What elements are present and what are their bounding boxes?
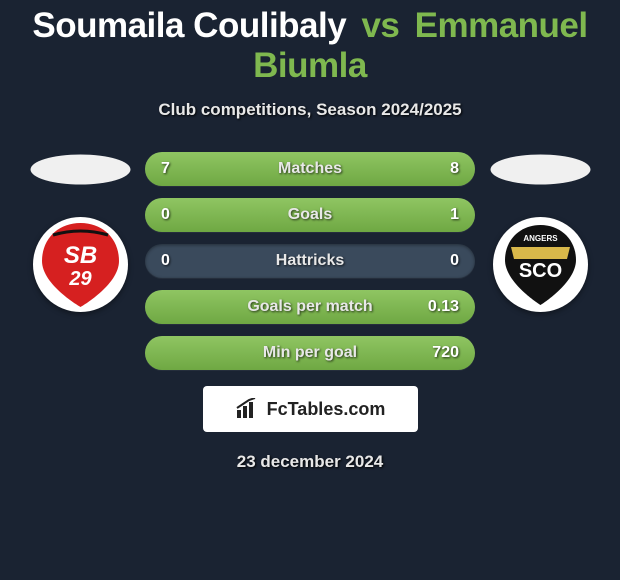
brand-chart-icon xyxy=(235,398,261,420)
stat-value-right: 0 xyxy=(450,252,459,270)
right-club-badge: ANGERS SCO xyxy=(493,217,588,312)
stat-label: Goals per match xyxy=(247,298,372,316)
season-subtitle: Club competitions, Season 2024/2025 xyxy=(158,100,461,120)
brand-text: FcTables.com xyxy=(267,399,386,420)
stat-row-min-per-goal: Min per goal 720 xyxy=(145,336,475,370)
stat-label: Min per goal xyxy=(263,344,357,362)
stat-value-left: 0 xyxy=(161,206,170,224)
stat-value-right: 720 xyxy=(432,344,459,362)
svg-text:SCO: SCO xyxy=(518,260,561,282)
svg-text:SB: SB xyxy=(63,242,96,269)
brest-badge-icon: SB 29 xyxy=(33,217,128,312)
main-area: SB 29 7 Matches 8 0 Goals 1 0 Hattricks 0 Goals p… xyxy=(0,152,620,370)
comparison-card: Soumaila Coulibaly vs Emmanuel Biumla Cl… xyxy=(0,0,620,472)
stat-row-hattricks: 0 Hattricks 0 xyxy=(145,244,475,278)
right-flag-icon xyxy=(488,152,593,187)
angers-badge-icon: ANGERS SCO xyxy=(493,217,588,312)
left-flag-icon xyxy=(28,152,133,187)
vs-separator: vs xyxy=(361,6,399,45)
stat-value-right: 1 xyxy=(450,206,459,224)
right-column: ANGERS SCO xyxy=(480,152,600,312)
svg-text:ANGERS: ANGERS xyxy=(523,234,558,243)
comparison-title: Soumaila Coulibaly vs Emmanuel Biumla xyxy=(0,6,620,86)
date-line: 23 december 2024 xyxy=(237,452,384,472)
stat-label: Hattricks xyxy=(276,252,344,270)
stat-label: Goals xyxy=(288,206,332,224)
svg-text:29: 29 xyxy=(68,268,92,290)
left-club-badge: SB 29 xyxy=(33,217,128,312)
stat-value-right: 8 xyxy=(450,160,459,178)
stat-row-goals-per-match: Goals per match 0.13 xyxy=(145,290,475,324)
brand-box[interactable]: FcTables.com xyxy=(203,386,418,432)
stat-value-right: 0.13 xyxy=(428,298,459,316)
player1-name: Soumaila Coulibaly xyxy=(32,6,346,45)
stat-value-left: 7 xyxy=(161,160,170,178)
stat-row-matches: 7 Matches 8 xyxy=(145,152,475,186)
stat-row-goals: 0 Goals 1 xyxy=(145,198,475,232)
stat-label: Matches xyxy=(278,160,342,178)
stats-column: 7 Matches 8 0 Goals 1 0 Hattricks 0 Goals per mat… xyxy=(140,152,480,370)
stat-value-left: 0 xyxy=(161,252,170,270)
left-column: SB 29 xyxy=(20,152,140,312)
